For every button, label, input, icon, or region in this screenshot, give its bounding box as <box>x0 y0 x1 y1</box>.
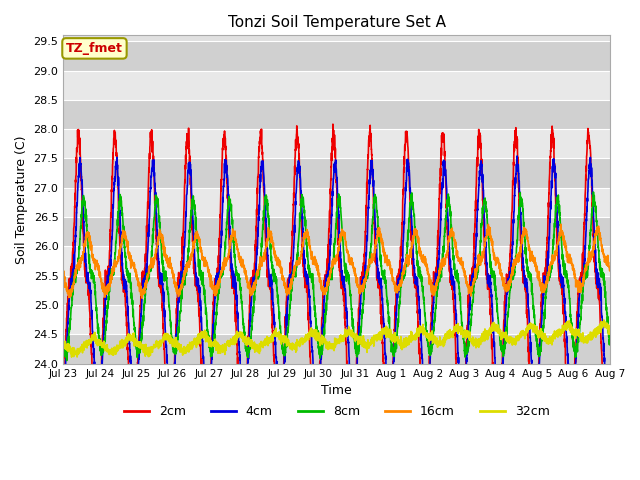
4cm <box>131 405 139 411</box>
8cm <box>411 220 419 226</box>
2cm <box>303 289 310 295</box>
4cm <box>346 361 353 367</box>
32cm <box>68 354 76 360</box>
32cm <box>303 336 311 341</box>
32cm <box>600 317 608 323</box>
4cm <box>606 393 614 398</box>
Text: TZ_fmet: TZ_fmet <box>66 42 123 55</box>
2cm <box>606 394 614 400</box>
8cm <box>129 314 137 320</box>
Line: 16cm: 16cm <box>63 224 610 298</box>
4cm <box>303 280 311 286</box>
32cm <box>606 327 614 333</box>
Title: Tonzi Soil Temperature Set A: Tonzi Soil Temperature Set A <box>228 15 445 30</box>
32cm <box>60 343 67 348</box>
32cm <box>411 335 419 341</box>
16cm <box>557 221 564 227</box>
4cm <box>60 391 67 396</box>
32cm <box>435 338 442 344</box>
Bar <box>63 41 610 71</box>
32cm <box>129 338 137 344</box>
Bar <box>63 276 610 305</box>
8cm <box>60 341 67 347</box>
Line: 32cm: 32cm <box>63 320 610 357</box>
Line: 4cm: 4cm <box>63 156 610 408</box>
Bar <box>63 217 610 246</box>
Legend: 2cm, 4cm, 8cm, 16cm, 32cm: 2cm, 4cm, 8cm, 16cm, 32cm <box>118 400 554 423</box>
16cm <box>303 228 311 234</box>
16cm <box>60 274 67 279</box>
16cm <box>606 268 614 274</box>
2cm <box>129 428 137 434</box>
8cm <box>63 358 70 363</box>
Bar <box>63 335 610 364</box>
2cm <box>493 434 501 440</box>
4cm <box>435 264 442 270</box>
Line: 8cm: 8cm <box>63 192 610 360</box>
8cm <box>435 276 442 282</box>
8cm <box>346 282 353 288</box>
2cm <box>346 411 353 417</box>
Bar <box>63 158 610 188</box>
2cm <box>411 276 419 281</box>
4cm <box>129 383 137 389</box>
16cm <box>435 276 442 282</box>
8cm <box>589 189 597 195</box>
8cm <box>606 341 614 347</box>
16cm <box>298 247 306 252</box>
Bar <box>63 188 610 217</box>
2cm <box>435 220 442 226</box>
Bar <box>63 100 610 129</box>
2cm <box>329 121 337 127</box>
Bar <box>63 71 610 100</box>
4cm <box>411 276 419 281</box>
Bar <box>63 246 610 276</box>
Y-axis label: Soil Temperature (C): Soil Temperature (C) <box>15 135 28 264</box>
16cm <box>138 295 146 301</box>
X-axis label: Time: Time <box>321 384 352 397</box>
2cm <box>298 233 306 239</box>
16cm <box>411 227 419 233</box>
4cm <box>513 153 521 159</box>
8cm <box>298 196 306 202</box>
4cm <box>298 211 306 217</box>
Bar <box>63 305 610 335</box>
16cm <box>346 256 353 262</box>
16cm <box>129 261 137 267</box>
8cm <box>303 249 311 254</box>
32cm <box>298 335 306 341</box>
Bar <box>63 129 610 158</box>
32cm <box>346 329 353 335</box>
2cm <box>60 402 67 408</box>
Line: 2cm: 2cm <box>63 124 610 437</box>
